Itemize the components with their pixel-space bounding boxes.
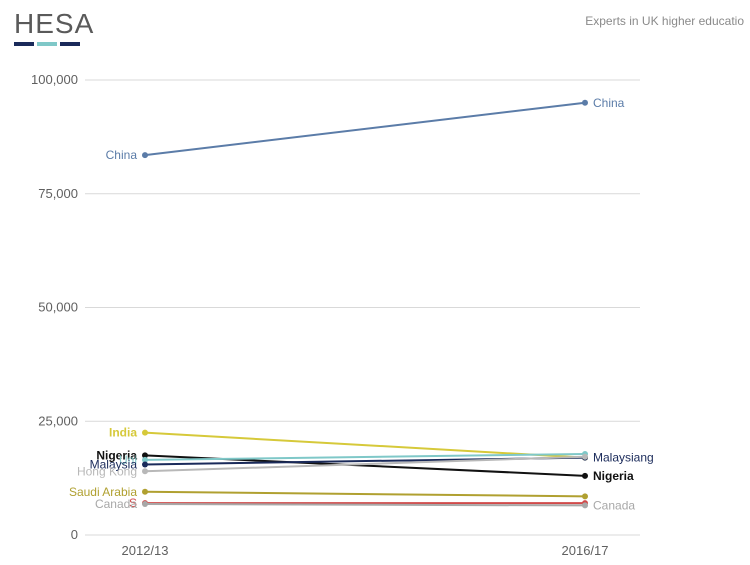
logo-bar-seg-1	[37, 42, 57, 46]
x-tick-label: 2016/17	[562, 543, 609, 558]
series-marker	[142, 461, 148, 467]
series-marker	[582, 454, 588, 460]
header: HESA Experts in UK higher educatio	[0, 0, 750, 50]
logo-bar-seg-2	[60, 42, 80, 46]
series-marker	[582, 473, 588, 479]
series-label-left: Canada	[95, 497, 137, 511]
series-marker	[142, 501, 148, 507]
series-label-left: China	[106, 148, 138, 162]
series-marker	[142, 468, 148, 474]
chart-svg: 0 25,000 50,000 75,000 100,000 2012/13 2016/17…	[0, 60, 750, 565]
series-label-left: India	[109, 426, 137, 440]
line-chart: 0 25,000 50,000 75,000 100,000 2012/13 2016/17…	[0, 60, 750, 565]
series-line-SaudiArabia	[145, 492, 585, 497]
y-tick-label: 0	[71, 527, 78, 542]
series-marker	[142, 489, 148, 495]
series-line-Canada	[145, 504, 585, 505]
logo-bar-seg-0	[14, 42, 34, 46]
x-tick-label: 2012/13	[122, 543, 169, 558]
y-tick-label: 25,000	[38, 413, 78, 428]
series-label-right: Canada	[593, 498, 635, 512]
series-marker	[582, 100, 588, 106]
series-line-China	[145, 103, 585, 155]
tagline: Experts in UK higher educatio	[585, 14, 744, 28]
series-marker	[142, 152, 148, 158]
series-label-right: Malaysiang	[593, 451, 654, 465]
series-marker	[582, 493, 588, 499]
series-label-left: Hong Kong	[77, 464, 137, 478]
series-label-right: Nigeria	[593, 469, 634, 483]
series-marker	[142, 430, 148, 436]
logo: HESA	[14, 8, 94, 46]
y-tick-label: 75,000	[38, 186, 78, 201]
series-marker	[582, 502, 588, 508]
y-tick-label: 100,000	[31, 72, 78, 87]
y-tick-label: 50,000	[38, 300, 78, 315]
series-label-right: China	[593, 96, 625, 110]
logo-text: HESA	[14, 8, 94, 40]
logo-bar	[14, 42, 94, 46]
series-line-India	[145, 433, 585, 458]
